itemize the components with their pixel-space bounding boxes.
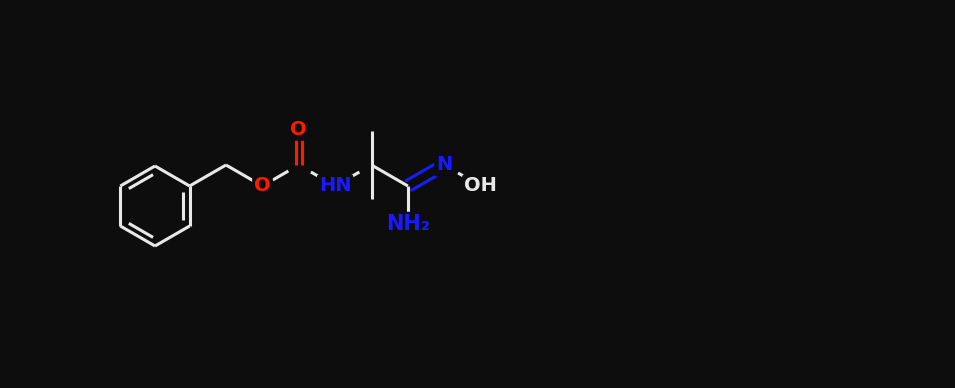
Text: NH₂: NH₂ — [386, 214, 430, 234]
Text: HN: HN — [319, 177, 351, 196]
Text: N: N — [436, 156, 453, 175]
Text: O: O — [290, 120, 308, 139]
Text: O: O — [254, 177, 270, 196]
Text: OH: OH — [464, 177, 497, 196]
